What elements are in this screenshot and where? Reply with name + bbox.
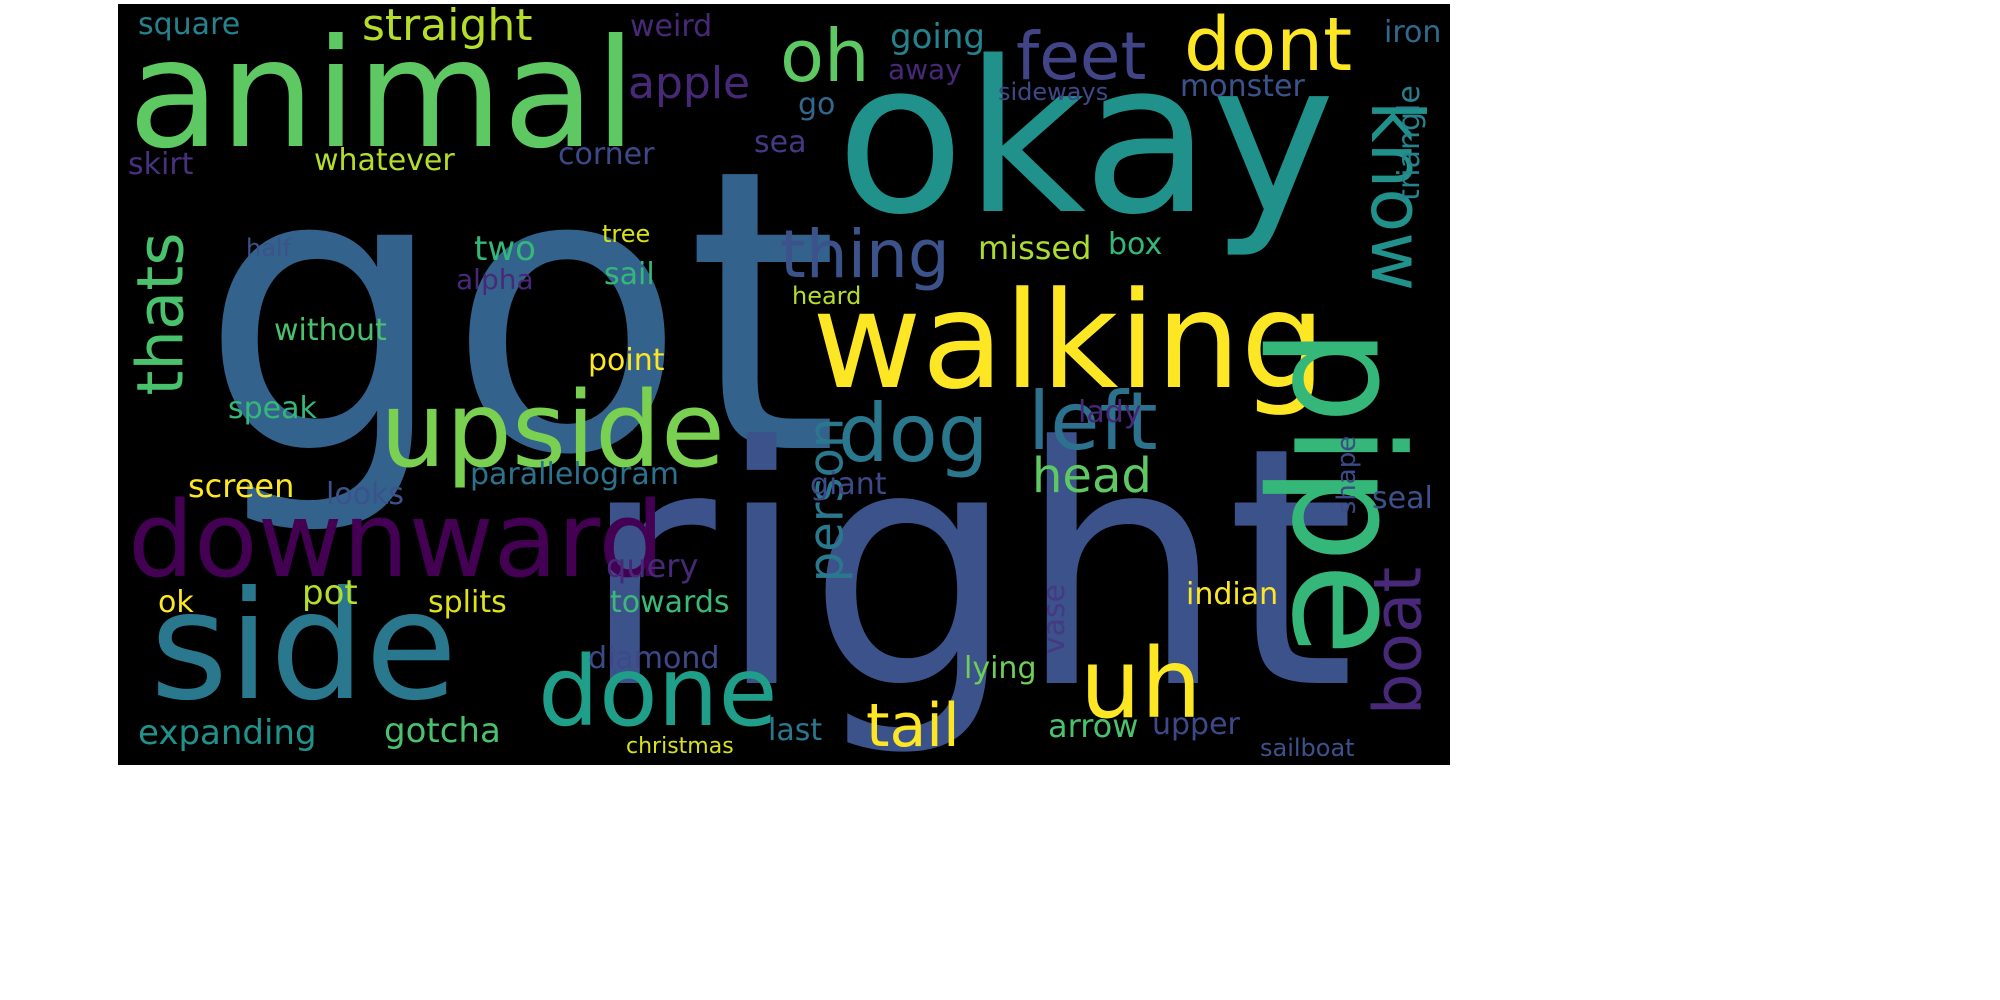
word: sideways <box>998 78 1109 106</box>
word: feet <box>1016 18 1147 95</box>
word: square <box>138 7 241 42</box>
word: okay <box>836 16 1336 261</box>
word: downward <box>128 479 665 601</box>
word: arrow <box>1048 707 1139 745</box>
word: indian <box>1186 577 1279 612</box>
word: splits <box>428 585 507 620</box>
word: seal <box>1372 481 1433 516</box>
word: animal <box>128 8 637 182</box>
word: last <box>768 713 823 748</box>
word: boat <box>1359 566 1437 716</box>
word: speak <box>228 391 317 426</box>
word: side <box>150 560 458 734</box>
word: sailboat <box>1260 734 1355 762</box>
word: point <box>588 343 665 378</box>
word: dog <box>838 387 989 480</box>
word: vase <box>1037 583 1073 655</box>
word: uh <box>1080 628 1202 740</box>
word: upside <box>380 369 726 491</box>
word: parallelogram <box>470 457 679 492</box>
word: whatever <box>314 143 455 178</box>
word: expanding <box>138 713 317 753</box>
word: christmas <box>626 734 734 759</box>
word: heard <box>792 282 862 310</box>
word: right <box>580 377 1356 761</box>
word: ok <box>158 585 194 620</box>
word: weird <box>630 9 713 44</box>
word: triangle <box>1391 85 1427 201</box>
word: away <box>888 53 962 86</box>
word: skirt <box>128 147 194 182</box>
word: diamond <box>588 641 720 676</box>
word: two <box>474 229 536 269</box>
word: gotcha <box>384 711 501 751</box>
word: tail <box>866 691 960 761</box>
word: dont <box>1184 4 1353 88</box>
word: done <box>538 636 778 748</box>
word: half <box>246 234 292 262</box>
word: alpha <box>456 263 534 296</box>
word: thats <box>124 232 199 396</box>
word: thing <box>780 216 950 293</box>
word: screen <box>188 467 295 505</box>
word: shape <box>1332 435 1363 515</box>
word: box <box>1108 227 1163 262</box>
word: left <box>1028 375 1158 468</box>
word: lying <box>964 651 1037 686</box>
word: oh <box>780 14 870 98</box>
word: corner <box>558 137 655 172</box>
word: straight <box>362 4 533 51</box>
word: head <box>1032 448 1152 504</box>
word: going <box>890 17 985 57</box>
word: sea <box>754 125 807 160</box>
word: monster <box>1180 69 1305 104</box>
word: go <box>798 87 836 122</box>
word: upper <box>1152 707 1240 742</box>
word: without <box>274 313 387 348</box>
word: query <box>606 547 699 585</box>
word: missed <box>978 229 1092 267</box>
word-cloud: got right okay animal walking side downw… <box>118 4 1450 765</box>
word: tree <box>602 220 651 248</box>
word: looks <box>326 477 405 512</box>
word: apple <box>628 58 751 109</box>
word: got <box>200 86 840 540</box>
word: towards <box>610 585 730 620</box>
word: giant <box>810 467 887 502</box>
word: walking <box>812 263 1326 419</box>
word: sail <box>604 257 655 292</box>
word: lady <box>1078 395 1142 430</box>
word: pot <box>302 573 358 613</box>
word: iron <box>1384 15 1442 50</box>
